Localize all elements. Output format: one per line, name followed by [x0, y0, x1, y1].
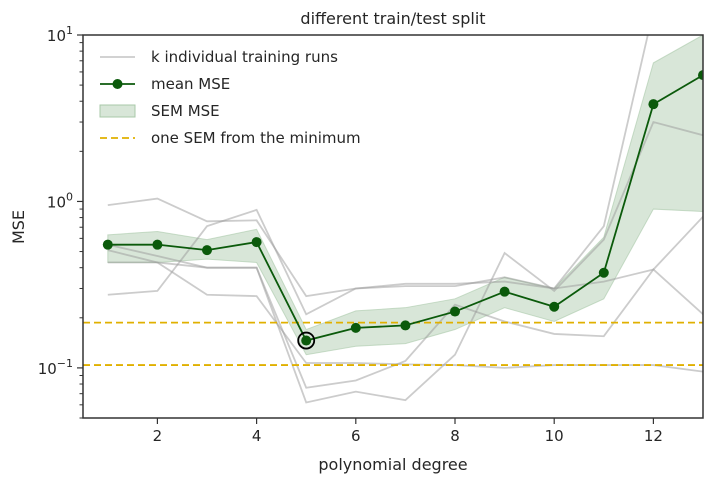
- y-axis-label: MSE: [9, 210, 28, 244]
- x-tick-label: 10: [545, 427, 564, 445]
- legend-mean-marker: [112, 79, 123, 89]
- legend: k individual training runs mean MSE SEM MS…: [99, 48, 361, 147]
- y-tick-label: 100: [47, 190, 73, 211]
- legend-label: mean MSE: [151, 75, 230, 93]
- mean-mse-point: [102, 239, 113, 250]
- training-run-line-1: [107, 35, 649, 298]
- mean-mse-point: [648, 99, 659, 110]
- minimum-marker: [297, 331, 316, 350]
- mean-mse-point: [549, 301, 560, 312]
- mean-mse-point: [598, 267, 609, 278]
- mean-mse-point: [698, 70, 703, 81]
- legend-label: one SEM from the minimum: [151, 129, 361, 147]
- x-tick-label: 8: [450, 427, 460, 445]
- mean-mse-point: [400, 320, 411, 331]
- series-group: [83, 35, 703, 404]
- mean-mse-point: [350, 322, 361, 333]
- x-tick-label: 6: [351, 427, 361, 445]
- training-run-line-5: [107, 120, 703, 404]
- axes-frame: [82, 34, 704, 419]
- mean-mse-point: [202, 245, 212, 256]
- y-tick-label: 101: [47, 24, 73, 45]
- mean-mse-point: [251, 237, 262, 248]
- x-axis-label: polynomial degree: [318, 455, 467, 474]
- legend-sem-patch: [99, 104, 136, 118]
- legend-label: SEM MSE: [151, 102, 220, 120]
- plot-area: 2 4 6 8 10 12 10−1 100 101: [38, 24, 704, 445]
- chart-title: different train/test split: [300, 9, 485, 28]
- training-run-line-3: [107, 208, 703, 316]
- y-tick-label: 10−1: [38, 357, 73, 378]
- mean-mse-point: [499, 286, 510, 297]
- mean-mse-point: [152, 239, 163, 250]
- x-tick-label: 4: [252, 427, 262, 445]
- x-tick-label: 12: [644, 427, 663, 445]
- mean-mse-point: [301, 335, 312, 346]
- legend-label: k individual training runs: [151, 48, 338, 66]
- x-tick-label: 2: [153, 427, 163, 445]
- mean-mse-point: [450, 306, 460, 317]
- sem-band: [107, 35, 703, 356]
